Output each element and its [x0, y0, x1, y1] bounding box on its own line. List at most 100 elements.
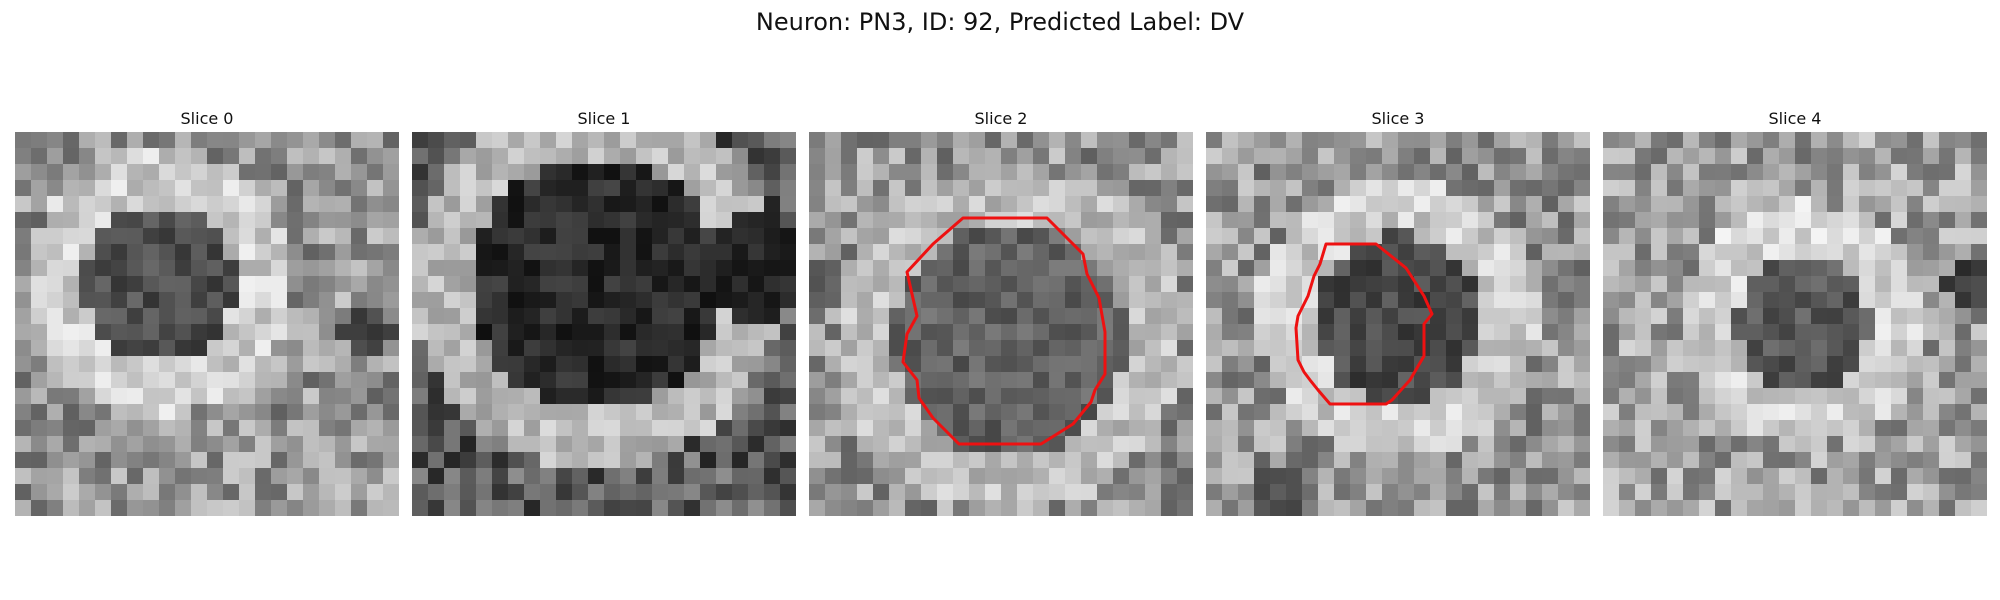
slice-0-pixel: [175, 180, 192, 197]
slice-2-pixel: [809, 452, 826, 469]
slice-1-pixel: [668, 452, 685, 469]
slice-1-pixel: [540, 340, 557, 357]
slice-title-3: Slice 3: [1371, 109, 1425, 128]
slice-3-pixel: [1542, 404, 1559, 421]
slice-0-pixel: [127, 340, 144, 357]
slice-3-pixel: [1382, 228, 1399, 245]
slice-0-pixel: [367, 228, 384, 245]
slice-3-pixel: [1414, 132, 1431, 149]
slice-4-pixel: [1731, 452, 1748, 469]
slice-3-pixel: [1286, 484, 1303, 501]
slice-1-pixel: [668, 148, 685, 165]
slice-2-pixel: [857, 372, 874, 389]
slice-4-pixel: [1827, 164, 1844, 181]
slice-4-pixel: [1715, 356, 1732, 373]
slice-0-pixel: [223, 148, 240, 165]
slice-0-pixel: [63, 244, 80, 261]
slice-0-pixel: [383, 132, 399, 149]
slice-0-pixel: [207, 292, 224, 309]
slice-3-pixel: [1574, 196, 1590, 213]
slice-1-pixel: [524, 292, 541, 309]
slice-4-pixel: [1619, 404, 1636, 421]
slice-3-pixel: [1446, 308, 1463, 325]
slice-3-pixel: [1270, 388, 1287, 405]
slice-0-pixel: [319, 356, 336, 373]
slice-0-pixel: [79, 420, 96, 437]
slice-0-pixel: [303, 308, 320, 325]
slice-1-pixel: [588, 292, 605, 309]
slice-2-pixel: [1145, 180, 1162, 197]
slice-2-pixel: [889, 244, 906, 261]
slice-2-pixel: [1129, 276, 1146, 293]
slice-3-pixel: [1206, 356, 1223, 373]
slice-0-pixel: [319, 148, 336, 165]
slice-4-pixel: [1667, 244, 1684, 261]
slice-2-pixel: [1049, 388, 1066, 405]
slice-4-pixel: [1667, 356, 1684, 373]
slice-1-pixel: [572, 196, 589, 213]
slice-4-pixel: [1747, 404, 1764, 421]
slice-0-pixel: [287, 340, 304, 357]
slice-3-pixel: [1462, 340, 1479, 357]
slice-4-pixel: [1859, 356, 1876, 373]
slice-1-pixel: [508, 196, 525, 213]
slice-4-pixel: [1907, 292, 1924, 309]
slice-2-pixel: [985, 388, 1002, 405]
slice-0-pixel: [207, 324, 224, 341]
slice-1-pixel: [508, 484, 525, 501]
slice-3-pixel: [1398, 468, 1415, 485]
slice-4-pixel: [1971, 404, 1987, 421]
slice-3-pixel: [1414, 228, 1431, 245]
slice-0-pixel: [15, 196, 32, 213]
slice-2-pixel: [985, 244, 1002, 261]
slice-3-pixel: [1254, 404, 1271, 421]
slice-3-pixel: [1494, 148, 1511, 165]
slice-4-pixel: [1827, 228, 1844, 245]
slice-2-pixel: [1097, 164, 1114, 181]
slice-3-pixel: [1302, 404, 1319, 421]
slice-4-pixel: [1619, 468, 1636, 485]
slice-0-pixel: [175, 356, 192, 373]
slice-0-pixel: [319, 484, 336, 501]
slice-1-pixel: [412, 436, 429, 453]
slice-3-pixel: [1430, 196, 1447, 213]
slice-0-pixel: [271, 228, 288, 245]
slice-1-pixel: [764, 404, 781, 421]
slice-3-pixel: [1366, 308, 1383, 325]
slice-4-pixel: [1939, 452, 1956, 469]
slice-0-pixel: [143, 228, 160, 245]
slice-title-1: Slice 1: [577, 109, 631, 128]
slice-2-pixel: [1097, 260, 1114, 277]
slice-4-pixel: [1715, 148, 1732, 165]
slice-1-pixel: [700, 308, 717, 325]
slice-3-pixel: [1414, 244, 1431, 261]
slice-1-pixel: [668, 388, 685, 405]
slice-2-pixel: [1001, 388, 1018, 405]
slice-1-pixel: [588, 452, 605, 469]
slice-3-pixel: [1430, 180, 1447, 197]
slice-4-pixel: [1763, 436, 1780, 453]
slice-3-pixel: [1478, 292, 1495, 309]
segmentation-contour-3: [1294, 242, 1434, 406]
slice-3-pixel: [1350, 468, 1367, 485]
slice-1-pixel: [412, 260, 429, 277]
slice-4-pixel: [1763, 404, 1780, 421]
slice-4-pixel: [1747, 148, 1764, 165]
slice-0-pixel: [255, 132, 272, 149]
slice-1-pixel: [460, 148, 477, 165]
slice-4-pixel: [1683, 276, 1700, 293]
slice-4-pixel: [1827, 212, 1844, 229]
slice-2-pixel: [1097, 468, 1114, 485]
slice-0-pixel: [335, 148, 352, 165]
slice-2-pixel: [969, 484, 986, 501]
slice-3-pixel: [1574, 324, 1590, 341]
slice-4-pixel: [1763, 276, 1780, 293]
slice-3-pixel: [1254, 420, 1271, 437]
slice-0-pixel: [175, 340, 192, 357]
slice-4-pixel: [1843, 468, 1860, 485]
slice-2-pixel: [985, 228, 1002, 245]
slice-0-pixel: [223, 468, 240, 485]
slice-2-pixel: [921, 324, 938, 341]
slice-4-pixel: [1731, 276, 1748, 293]
slice-2-pixel: [1081, 340, 1098, 357]
